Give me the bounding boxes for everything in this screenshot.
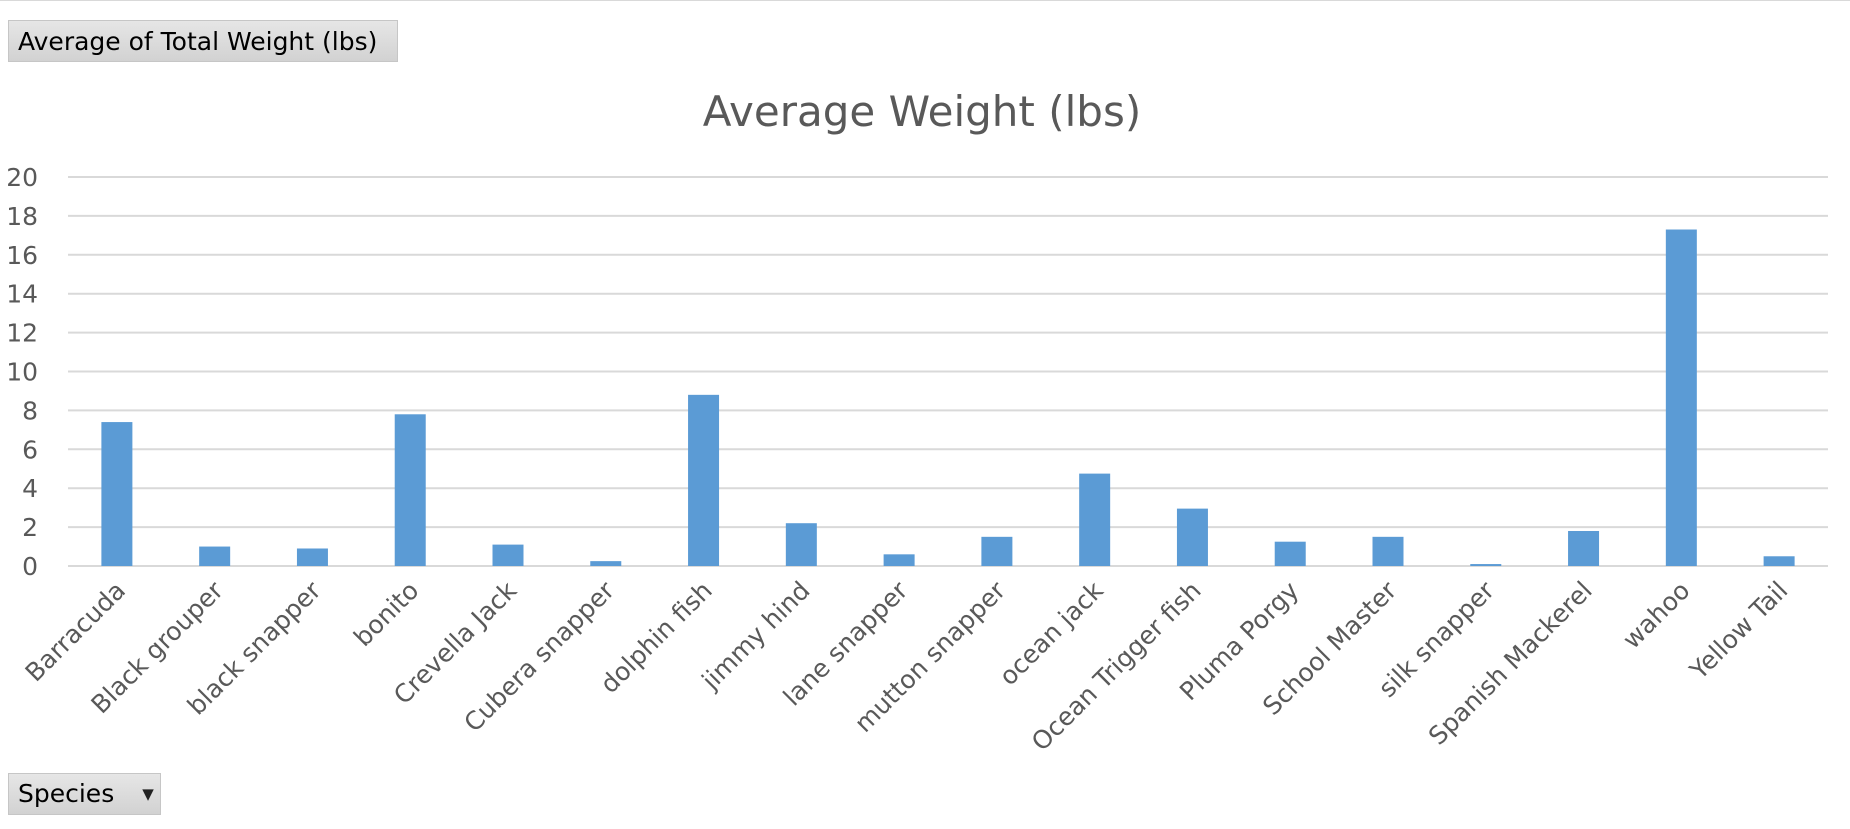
- x-category-label: Spanish Mackerel: [1423, 576, 1598, 751]
- y-tick-label: 6: [22, 435, 38, 464]
- bars: [101, 229, 1795, 566]
- y-tick-label: 0: [22, 552, 38, 581]
- top-divider: [0, 0, 1850, 1]
- bar-crevella-jack: [492, 544, 524, 566]
- x-category-label: wahoo: [1617, 576, 1696, 655]
- bar-dolphin-fish: [688, 394, 720, 566]
- y-tick-label: 2: [22, 513, 38, 542]
- bar-wahoo: [1665, 229, 1697, 566]
- gridlines: [68, 176, 1828, 567]
- dropdown-caret-icon[interactable]: ▼: [142, 785, 154, 803]
- y-tick-label: 18: [6, 202, 38, 231]
- bar-lane-snapper: [883, 554, 915, 566]
- axis-field-label: Species: [18, 779, 115, 808]
- bar-school-master: [1372, 536, 1404, 566]
- bar-jimmy-hind: [785, 523, 817, 566]
- value-field-label: Average of Total Weight (lbs): [18, 27, 378, 56]
- x-category-label: Yellow Tail: [1684, 576, 1794, 686]
- bar-yellow-tail: [1763, 556, 1795, 566]
- y-tick-label: 10: [6, 358, 38, 387]
- y-tick-label: 12: [6, 319, 38, 348]
- chart-title: Average Weight (lbs): [703, 87, 1141, 136]
- y-tick-label: 14: [6, 280, 38, 309]
- y-tick-label: 8: [22, 396, 38, 425]
- bar-spanish-mackerel: [1568, 530, 1600, 566]
- x-category-label: Ocean Trigger fish: [1026, 576, 1207, 757]
- bar-black-snapper: [296, 548, 328, 566]
- bar-pluma-porgy: [1274, 541, 1306, 566]
- axis-field-button[interactable]: Species ▼: [8, 773, 161, 815]
- bar-ocean-jack: [1079, 473, 1111, 566]
- bar-cubera-snapper: [590, 561, 622, 566]
- y-tick-label: 16: [6, 241, 38, 270]
- y-axis-ticks: 0 2 4 6 8 10 12 14 16 18 20: [6, 163, 38, 581]
- bar-barracuda: [101, 422, 133, 566]
- bar-bonito: [394, 414, 426, 566]
- bar-ocean-trigger-fish: [1176, 508, 1208, 566]
- x-category-label: bonito: [348, 576, 424, 652]
- y-tick-label: 20: [6, 163, 38, 192]
- bar-black-grouper: [199, 546, 231, 566]
- bar-mutton-snapper: [981, 536, 1013, 566]
- y-tick-label: 4: [22, 474, 38, 503]
- value-field-button[interactable]: Average of Total Weight (lbs): [8, 20, 398, 62]
- bar-silk-snapper: [1470, 564, 1502, 566]
